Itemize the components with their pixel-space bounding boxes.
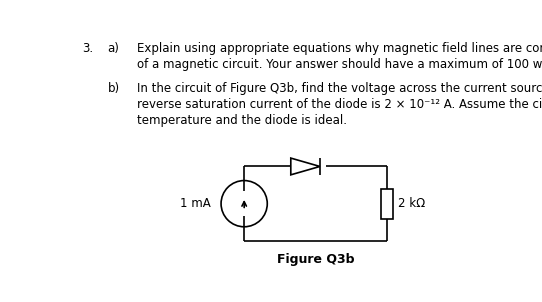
- Bar: [381, 188, 393, 219]
- Text: Explain using appropriate equations why magnetic field lines are confined to the: Explain using appropriate equations why …: [137, 42, 542, 55]
- Text: 1 mA: 1 mA: [180, 197, 210, 210]
- Text: reverse saturation current of the diode is 2 × 10⁻¹² A. Assume the circuit is at: reverse saturation current of the diode …: [137, 98, 542, 111]
- Text: temperature and the diode is ideal.: temperature and the diode is ideal.: [137, 114, 347, 127]
- Text: In the circuit of Figure Q3b, find the voltage across the current source given t: In the circuit of Figure Q3b, find the v…: [137, 82, 542, 95]
- Text: Figure Q3b: Figure Q3b: [277, 252, 354, 265]
- Text: 2 kΩ: 2 kΩ: [398, 197, 425, 210]
- Text: a): a): [108, 42, 120, 55]
- Text: 3.: 3.: [82, 42, 94, 55]
- Text: of a magnetic circuit. Your answer should have a maximum of 100 words.: of a magnetic circuit. Your answer shoul…: [137, 58, 542, 71]
- Text: b): b): [108, 82, 120, 95]
